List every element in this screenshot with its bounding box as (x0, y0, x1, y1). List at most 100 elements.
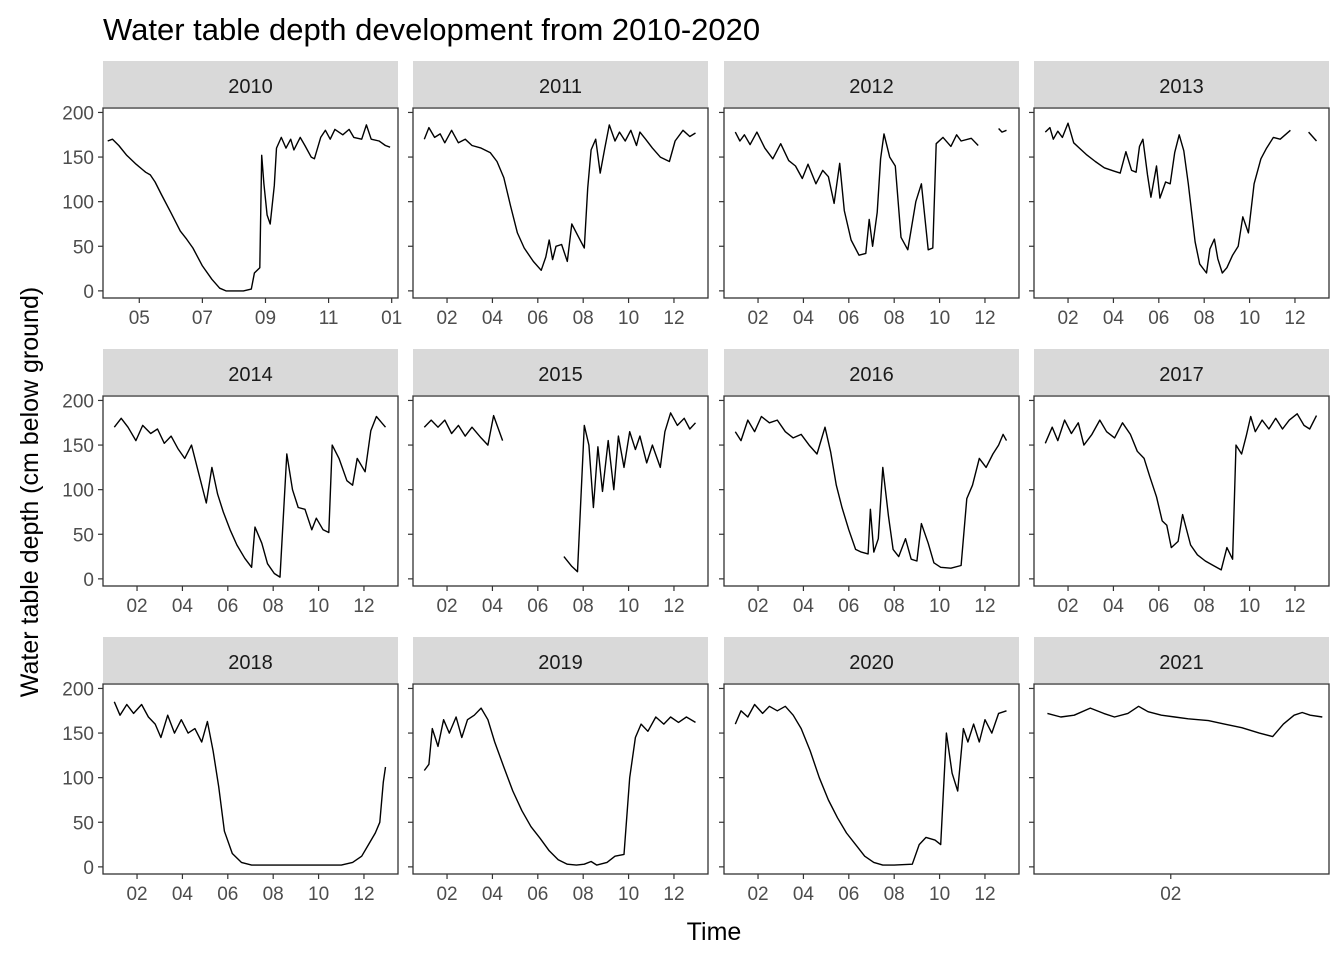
x-tick-label: 12 (353, 884, 374, 905)
x-tick-label: 04 (482, 308, 504, 329)
facet-strip (1034, 61, 1329, 107)
series-line (734, 131, 979, 256)
x-tick-label: 06 (527, 596, 548, 617)
facet-2014: 2014 0 50 100 150 200 02 04 06 08 10 12 (62, 349, 399, 617)
panel-border (1033, 107, 1330, 299)
x-tick-label: 07 (192, 308, 213, 329)
x-tick-label: 06 (527, 884, 548, 905)
x-tick-label: 12 (1284, 308, 1305, 329)
facet-2016: 2016 02 04 06 08 10 12 (719, 349, 1020, 617)
x-tick-label: 11 (319, 308, 339, 329)
facet-strip (103, 349, 398, 395)
x-tick-label: 04 (1103, 308, 1125, 329)
x-tick-label: 10 (929, 884, 950, 905)
x-tick-label: 02 (747, 884, 768, 905)
facet-strip-label: 2012 (849, 76, 894, 98)
x-tick-label: 02 (1057, 596, 1078, 617)
x-tick-label: 10 (929, 596, 950, 617)
facet-strip-label: 2021 (1159, 652, 1204, 674)
panel-border (412, 395, 709, 587)
facet-strip (1034, 637, 1329, 683)
facet-strip-label: 2010 (228, 76, 273, 98)
panel-border (723, 395, 1020, 587)
facet-2018: 2018 0 50 100 150 200 02 04 06 08 10 12 (62, 637, 399, 905)
series-line (423, 707, 696, 866)
series-line (1044, 413, 1318, 571)
y-tick-label: 200 (62, 103, 94, 124)
panel-border (412, 107, 709, 299)
x-tick-label: 02 (747, 308, 768, 329)
series-line (423, 414, 504, 446)
facet-2010: 2010 0 50 100 150 200 05 07 09 11 01 (62, 61, 402, 329)
facet-2017: 2017 02 04 06 08 10 12 (1029, 349, 1330, 617)
facet-strip-label: 2019 (538, 652, 583, 674)
y-tick-label: 0 (83, 282, 94, 303)
y-tick-label: 150 (62, 724, 94, 745)
x-tick-label: 01 (381, 308, 402, 329)
x-tick-label: 12 (974, 596, 995, 617)
x-tick-label: 06 (527, 308, 548, 329)
y-axis-title: Water table depth (cm below ground) (16, 287, 44, 697)
y-tick-label: 0 (83, 858, 94, 879)
series-line (734, 415, 1008, 569)
x-tick-label: 02 (436, 596, 457, 617)
panel-border (102, 107, 399, 299)
x-tick-label: 08 (1194, 308, 1215, 329)
facet-2020: 2020 02 04 06 08 10 12 (719, 637, 1020, 905)
facet-strip (413, 61, 708, 107)
x-tick-label: 10 (618, 308, 639, 329)
x-tick-label: 02 (126, 884, 147, 905)
facet-strip-label: 2014 (228, 364, 273, 386)
x-tick-label: 04 (482, 884, 504, 905)
x-tick-label: 10 (929, 308, 950, 329)
facet-strip (103, 61, 398, 107)
y-tick-label: 50 (73, 237, 94, 258)
x-tick-label: 08 (573, 596, 594, 617)
x-tick-label: 08 (263, 596, 284, 617)
panel-border (723, 683, 1020, 875)
facet-strip (724, 61, 1019, 107)
y-tick-label: 200 (62, 391, 94, 412)
x-tick-label: 08 (573, 308, 594, 329)
facet-strip-label: 2013 (1159, 76, 1204, 98)
facet-strip-label: 2015 (538, 364, 583, 386)
x-tick-label: 02 (747, 596, 768, 617)
x-tick-label: 10 (1239, 308, 1260, 329)
x-tick-label: 12 (353, 596, 374, 617)
panel-border (412, 683, 709, 875)
facet-2011: 2011 02 04 06 08 10 12 (408, 61, 709, 329)
series-line (423, 124, 696, 271)
y-tick-label: 100 (62, 193, 94, 214)
x-tick-label: 08 (1194, 596, 1215, 617)
y-tick-label: 50 (73, 525, 94, 546)
facet-2021: 2021 02 (1029, 637, 1330, 905)
panel-border (1033, 395, 1330, 587)
x-tick-label: 12 (974, 884, 995, 905)
x-tick-label: 06 (838, 596, 859, 617)
x-tick-label: 08 (884, 308, 905, 329)
x-axis-title: Time (687, 918, 742, 946)
facet-2012: 2012 02 04 06 08 10 12 (719, 61, 1020, 329)
x-tick-label: 10 (308, 596, 329, 617)
series-line (998, 128, 1007, 133)
x-tick-label: 10 (308, 884, 329, 905)
x-tick-label: 04 (793, 596, 815, 617)
facet-strip (1034, 349, 1329, 395)
x-tick-label: 12 (974, 308, 995, 329)
panel-border (102, 683, 399, 875)
x-tick-label: 12 (663, 596, 684, 617)
x-tick-label: 12 (663, 308, 684, 329)
x-tick-label: 06 (1148, 596, 1169, 617)
facet-strip (724, 349, 1019, 395)
x-tick-label: 10 (618, 884, 639, 905)
facet-strip (103, 637, 398, 683)
series-line (734, 703, 1007, 866)
facet-strip-label: 2017 (1159, 364, 1204, 386)
series-line (1308, 131, 1318, 142)
chart-title: Water table depth development from 2010-… (103, 12, 760, 47)
facet-strip (724, 637, 1019, 683)
series-line (107, 124, 391, 292)
facet-strip (413, 349, 708, 395)
x-tick-label: 06 (217, 884, 238, 905)
x-tick-label: 08 (573, 884, 594, 905)
